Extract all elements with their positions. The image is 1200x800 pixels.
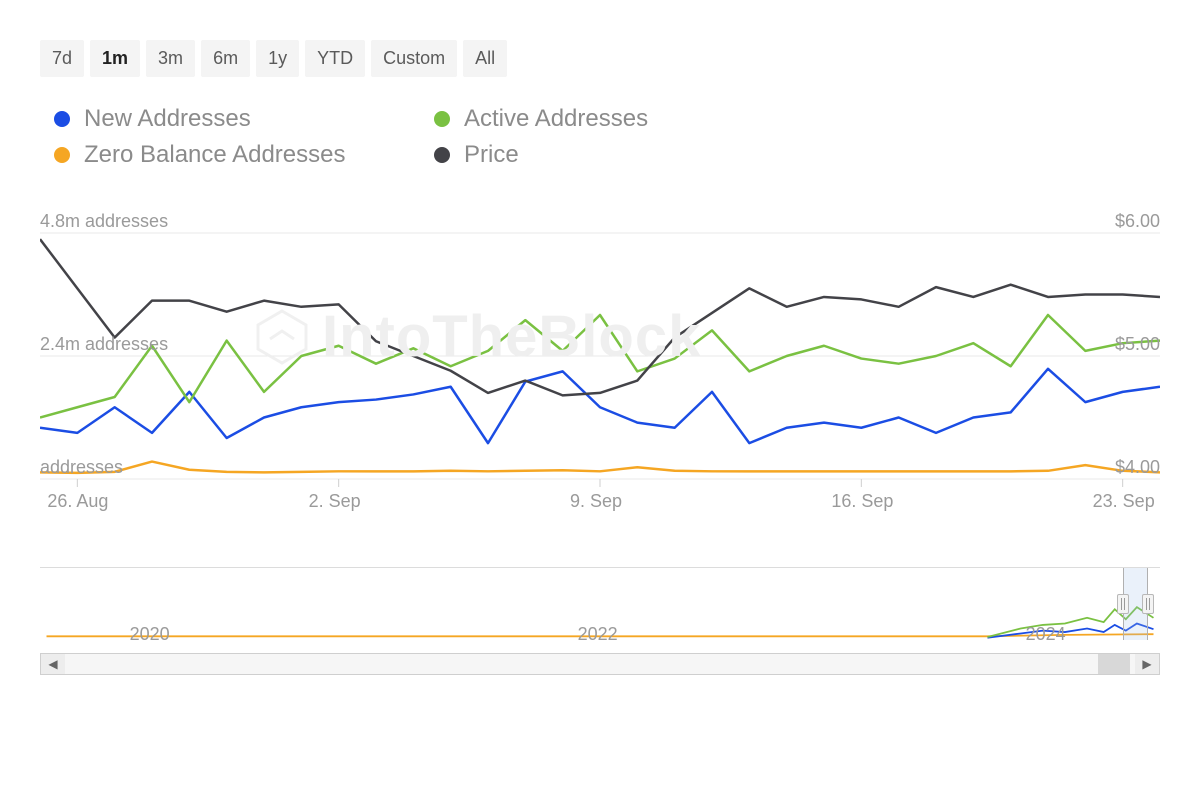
legend-label: Active Addresses [464,105,648,133]
legend-label: Zero Balance Addresses [84,141,345,169]
legend-dot-icon [54,111,70,127]
x-axis-label: 23. Sep [1093,491,1155,512]
y-left-label: 4.8m addresses [40,211,168,232]
navigator-year-label: 2022 [578,624,618,645]
range-tab-6m[interactable]: 6m [201,40,250,77]
range-tab-7d[interactable]: 7d [40,40,84,77]
navigator-handle-left[interactable] [1117,594,1129,614]
legend-dot-icon [434,147,450,163]
series-active-addresses [40,315,1160,418]
x-axis-label: 16. Sep [831,491,893,512]
scroll-left-button[interactable]: ◀ [41,654,65,674]
chart-svg [40,209,1160,529]
scroll-track[interactable] [65,654,1135,674]
legend-label: New Addresses [84,105,251,133]
range-tab-3m[interactable]: 3m [146,40,195,77]
navigator-handle-right[interactable] [1142,594,1154,614]
x-axis-label: 26. Aug [47,491,108,512]
chart-legend: New Addresses Active Addresses Zero Balanc… [40,105,1160,169]
legend-label: Price [464,141,519,169]
legend-item-zero-balance-addresses[interactable]: Zero Balance Addresses [54,141,434,169]
y-right-label: $6.00 [1115,211,1160,232]
series-new-addresses [40,369,1160,443]
series-zero-balance-addresses [40,462,1160,473]
y-left-label: addresses [40,457,123,478]
range-tab-1m[interactable]: 1m [90,40,140,77]
range-tab-ytd[interactable]: YTD [305,40,365,77]
scroll-right-button[interactable]: ▶ [1135,654,1159,674]
legend-item-active-addresses[interactable]: Active Addresses [434,105,814,133]
navigator-year-label: 2024 [1026,624,1066,645]
range-navigator[interactable]: 2020 2022 2024 ◀ ▶ [40,567,1160,675]
y-left-label: 2.4m addresses [40,334,168,355]
legend-dot-icon [54,147,70,163]
x-axis-label: 2. Sep [309,491,361,512]
legend-item-new-addresses[interactable]: New Addresses [54,105,434,133]
legend-item-price[interactable]: Price [434,141,814,169]
legend-dot-icon [434,111,450,127]
range-tab-1y[interactable]: 1y [256,40,299,77]
navigator-scrollbar[interactable]: ◀ ▶ [40,653,1160,675]
y-right-label: $4.00 [1115,457,1160,478]
main-chart[interactable]: IntoTheBlock 4.8m addresses2.4m addresse… [40,209,1160,529]
scroll-thumb[interactable] [1098,654,1130,674]
range-tab-all[interactable]: All [463,40,507,77]
y-right-label: $5.00 [1115,334,1160,355]
navigator-year-label: 2020 [130,624,170,645]
range-tab-custom[interactable]: Custom [371,40,457,77]
x-axis-label: 9. Sep [570,491,622,512]
time-range-tabs: 7d1m3m6m1yYTDCustomAll [40,40,1160,77]
